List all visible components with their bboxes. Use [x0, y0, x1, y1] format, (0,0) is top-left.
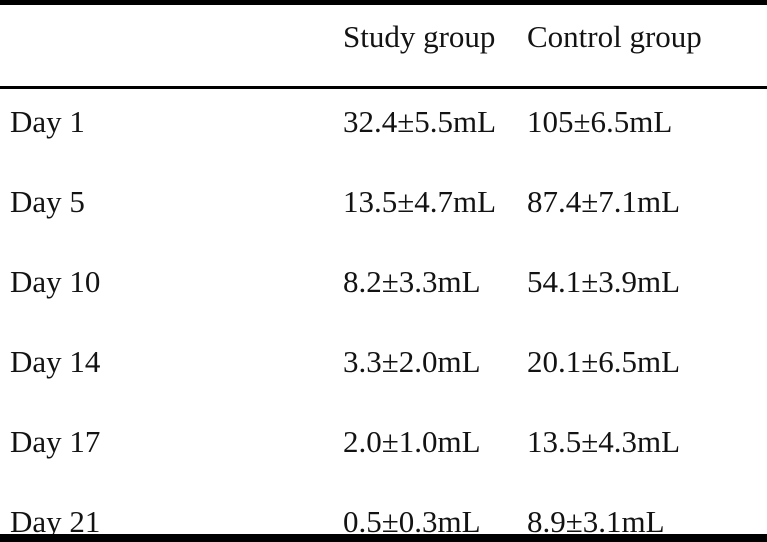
control-group-value: 87.4±7.1mL: [527, 184, 681, 220]
column-header-blank: [0, 5, 333, 89]
row-label: Day 5: [10, 184, 85, 220]
column-header-control-group: Control group: [517, 5, 767, 89]
study-group-value: 13.5±4.7mL: [343, 184, 497, 220]
study-group-value: 2.0±1.0mL: [343, 424, 481, 460]
row-label: Day 10: [10, 264, 101, 300]
results-table: Study group Control group Day 1 32.4±5.5…: [0, 5, 767, 542]
study-group-value: 0.5±0.3mL: [343, 504, 481, 540]
row-label: Day 14: [10, 344, 101, 380]
bottom-rule: [0, 534, 767, 542]
row-label: Day 21: [10, 504, 101, 540]
table-row: Day 1 32.4±5.5mL 105±6.5mL: [0, 88, 767, 170]
control-group-value: 54.1±3.9mL: [527, 264, 681, 300]
control-group-value: 8.9±3.1mL: [527, 504, 665, 540]
control-group-value: 105±6.5mL: [527, 104, 673, 140]
column-header-study-group: Study group: [333, 5, 517, 89]
table-row: Day 14 3.3±2.0mL 20.1±6.5mL: [0, 329, 767, 409]
control-group-value: 13.5±4.3mL: [527, 424, 681, 460]
table-row: Day 5 13.5±4.7mL 87.4±7.1mL: [0, 169, 767, 249]
row-label: Day 17: [10, 424, 101, 460]
control-group-value: 20.1±6.5mL: [527, 344, 681, 380]
table-row: Day 21 0.5±0.3mL 8.9±3.1mL: [0, 489, 767, 542]
table-row: Day 17 2.0±1.0mL 13.5±4.3mL: [0, 409, 767, 489]
study-group-value: 3.3±2.0mL: [343, 344, 481, 380]
study-group-value: 8.2±3.3mL: [343, 264, 481, 300]
header-row: Study group Control group: [0, 5, 767, 89]
top-rule: [0, 0, 767, 5]
row-label: Day 1: [10, 104, 85, 140]
table-row: Day 10 8.2±3.3mL 54.1±3.9mL: [0, 249, 767, 329]
study-group-value: 32.4±5.5mL: [343, 104, 497, 140]
